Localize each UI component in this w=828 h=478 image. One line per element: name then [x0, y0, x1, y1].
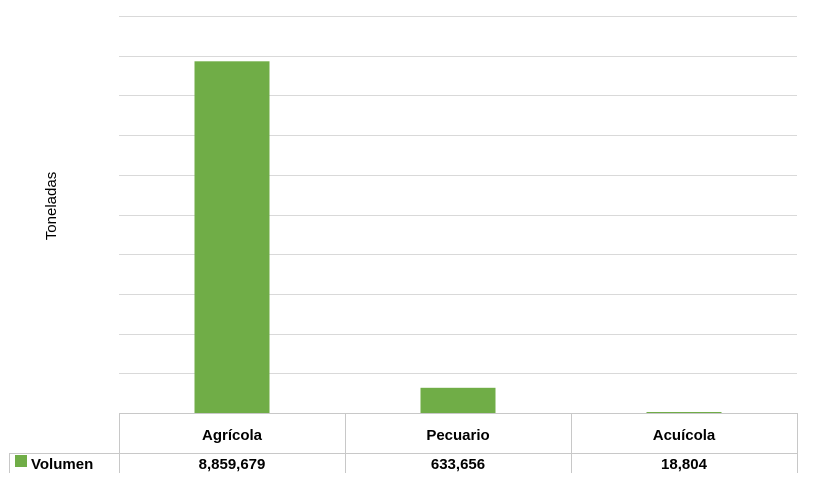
y-axis-label: Toneladas	[43, 172, 60, 240]
legend-label: Volumen	[31, 456, 93, 473]
category-label: Agrícola	[202, 427, 263, 444]
value-label: 8,859,679	[199, 456, 266, 473]
category-label: Pecuario	[426, 427, 489, 444]
value-label: 18,804	[661, 456, 708, 473]
bar-1	[420, 387, 496, 413]
bar-2	[646, 412, 722, 413]
data-table: Agrícola 8,859,679 Pecuario 633,656 Acuícola…	[9, 413, 798, 473]
legend-swatch	[15, 455, 27, 467]
bar-0	[194, 61, 270, 414]
value-label: 633,656	[431, 456, 485, 473]
category-label: Acuícola	[653, 427, 716, 444]
bars	[194, 61, 722, 414]
